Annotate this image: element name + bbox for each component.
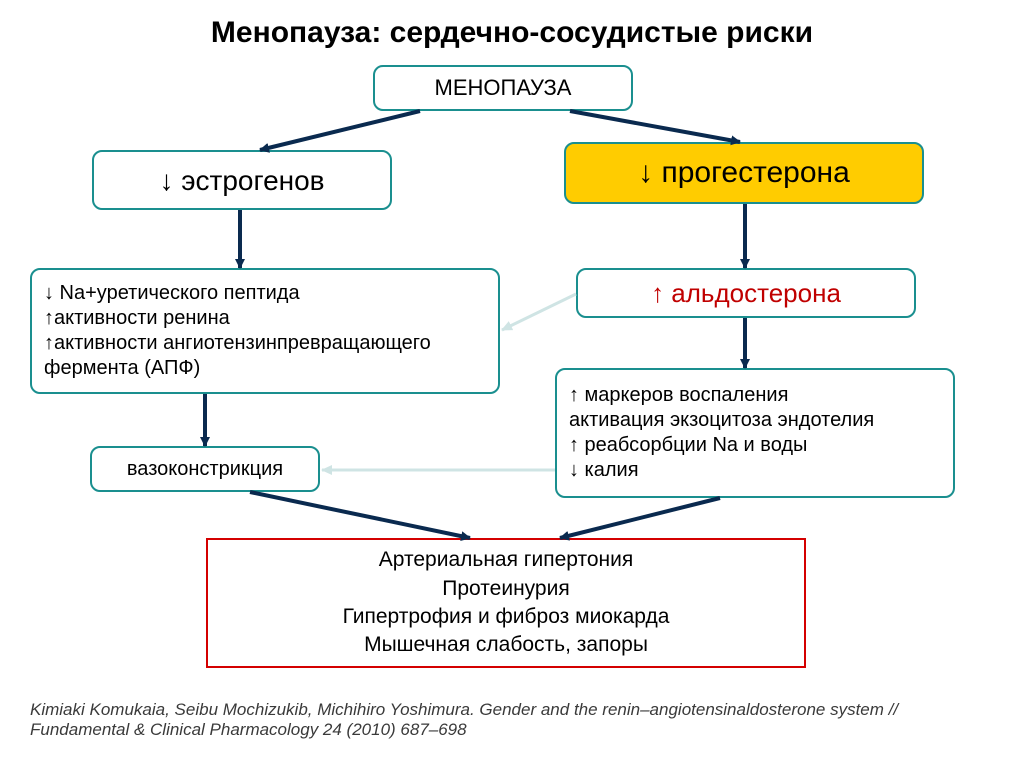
node-menopause: МЕНОПАУЗА xyxy=(373,65,633,111)
arrow-light xyxy=(502,294,576,330)
node-estrogen: ↓ эстрогенов xyxy=(92,150,392,210)
arrow-dark xyxy=(260,111,420,150)
citation-text: Kimiaki Komukaia, Seibu Mochizukib, Mich… xyxy=(30,700,990,740)
node-aldosterone: ↑ альдостерона xyxy=(576,268,916,318)
outcome-box: Артериальная гипертонияПротеинурияГиперт… xyxy=(206,538,806,668)
arrow-dark xyxy=(560,498,720,538)
outcome-line: Мышечная слабость, запоры xyxy=(364,631,648,659)
node-na_peptide: ↓ Na+уретического пептида ↑активности ре… xyxy=(30,268,500,394)
outcome-line: Протеинурия xyxy=(442,575,569,603)
outcome-line: Артериальная гипертония xyxy=(379,546,633,574)
page-title: Менопауза: сердечно-сосудистые риски xyxy=(0,16,1024,50)
outcome-line: Гипертрофия и фиброз миокарда xyxy=(343,603,670,631)
arrow-dark xyxy=(250,492,470,538)
arrow-dark xyxy=(570,111,740,142)
node-markers: ↑ маркеров воспаления активация экзоцито… xyxy=(555,368,955,498)
node-vasoconstriction: вазоконстрикция xyxy=(90,446,320,492)
node-progesterone: ↓ прогестерона xyxy=(564,142,924,204)
